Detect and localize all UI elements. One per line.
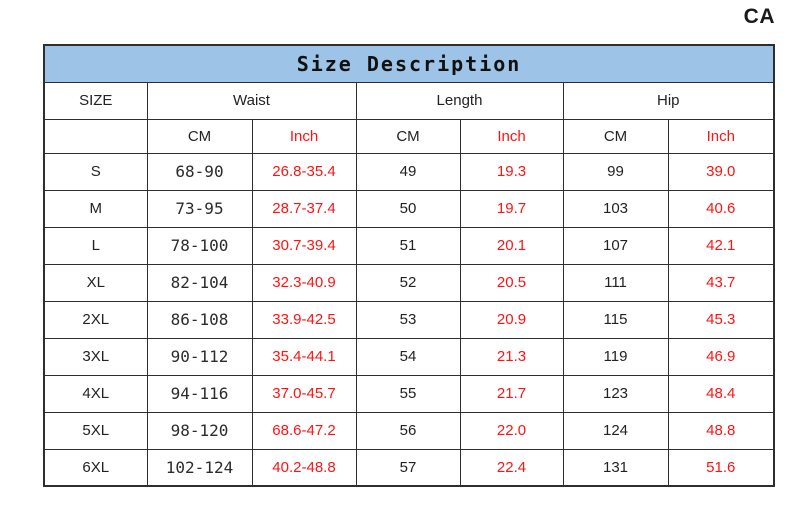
size-cell: L bbox=[43, 226, 148, 265]
length-cm-cell: 57 bbox=[355, 448, 461, 487]
waist-inch-cell: 35.4-44.1 bbox=[251, 337, 357, 376]
unit-header-length-inch: Inch bbox=[459, 118, 564, 154]
size-cell: S bbox=[43, 152, 148, 191]
length-inch-cell: 22.0 bbox=[459, 411, 564, 450]
hip-cm-cell: 111 bbox=[562, 263, 669, 302]
col-header-hip: Hip bbox=[562, 81, 775, 120]
unit-header-waist-inch: Inch bbox=[251, 118, 357, 154]
length-cm-cell: 52 bbox=[355, 263, 461, 302]
length-cm-cell: 49 bbox=[355, 152, 461, 191]
hip-cm-cell: 99 bbox=[562, 152, 669, 191]
table-title-row: Size Description bbox=[43, 44, 775, 83]
size-cell: XL bbox=[43, 263, 148, 302]
unit-header-hip-cm: CM bbox=[562, 118, 669, 154]
hip-cm-cell: 119 bbox=[562, 337, 669, 376]
unit-header-empty bbox=[43, 118, 148, 154]
hip-cm-cell: 131 bbox=[562, 448, 669, 487]
hip-cm-cell: 115 bbox=[562, 300, 669, 339]
hip-cm-cell: 103 bbox=[562, 189, 669, 228]
waist-inch-cell: 33.9-42.5 bbox=[251, 300, 357, 339]
table-row: XL 82-104 32.3-40.9 52 20.5 111 43.7 bbox=[43, 263, 775, 302]
length-cm-cell: 53 bbox=[355, 300, 461, 339]
length-inch-cell: 19.7 bbox=[459, 189, 564, 228]
waist-cm-cell: 78-100 bbox=[146, 226, 253, 265]
length-cm-cell: 50 bbox=[355, 189, 461, 228]
waist-inch-cell: 30.7-39.4 bbox=[251, 226, 357, 265]
size-cell: 6XL bbox=[43, 448, 148, 487]
waist-inch-cell: 37.0-45.7 bbox=[251, 374, 357, 413]
waist-inch-cell: 32.3-40.9 bbox=[251, 263, 357, 302]
length-cm-cell: 54 bbox=[355, 337, 461, 376]
length-inch-cell: 22.4 bbox=[459, 448, 564, 487]
hip-inch-cell: 48.8 bbox=[667, 411, 775, 450]
waist-cm-cell: 73-95 bbox=[146, 189, 253, 228]
hip-inch-cell: 43.7 bbox=[667, 263, 775, 302]
table-row: L 78-100 30.7-39.4 51 20.1 107 42.1 bbox=[43, 226, 775, 265]
unit-header-waist-cm: CM bbox=[146, 118, 253, 154]
region-label: CA bbox=[743, 5, 775, 28]
col-header-length: Length bbox=[355, 81, 564, 120]
table-row: 6XL 102-124 40.2-48.8 57 22.4 131 51.6 bbox=[43, 448, 775, 487]
unit-header-hip-inch: Inch bbox=[667, 118, 775, 154]
waist-cm-cell: 90-112 bbox=[146, 337, 253, 376]
size-cell: 2XL bbox=[43, 300, 148, 339]
waist-inch-cell: 68.6-47.2 bbox=[251, 411, 357, 450]
col-header-waist: Waist bbox=[146, 81, 357, 120]
hip-cm-cell: 123 bbox=[562, 374, 669, 413]
hip-cm-cell: 107 bbox=[562, 226, 669, 265]
hip-inch-cell: 45.3 bbox=[667, 300, 775, 339]
table-row: 3XL 90-112 35.4-44.1 54 21.3 119 46.9 bbox=[43, 337, 775, 376]
hip-inch-cell: 42.1 bbox=[667, 226, 775, 265]
hip-cm-cell: 124 bbox=[562, 411, 669, 450]
size-cell: 3XL bbox=[43, 337, 148, 376]
size-description-table: Size Description SIZE Waist Length Hip C… bbox=[43, 44, 776, 487]
length-inch-cell: 19.3 bbox=[459, 152, 564, 191]
hip-inch-cell: 46.9 bbox=[667, 337, 775, 376]
length-cm-cell: 51 bbox=[355, 226, 461, 265]
hip-inch-cell: 48.4 bbox=[667, 374, 775, 413]
size-cell: 4XL bbox=[43, 374, 148, 413]
table-row: 2XL 86-108 33.9-42.5 53 20.9 115 45.3 bbox=[43, 300, 775, 339]
waist-inch-cell: 40.2-48.8 bbox=[251, 448, 357, 487]
length-inch-cell: 20.9 bbox=[459, 300, 564, 339]
hip-inch-cell: 39.0 bbox=[667, 152, 775, 191]
length-cm-cell: 56 bbox=[355, 411, 461, 450]
waist-cm-cell: 98-120 bbox=[146, 411, 253, 450]
waist-inch-cell: 28.7-37.4 bbox=[251, 189, 357, 228]
waist-cm-cell: 102-124 bbox=[146, 448, 253, 487]
table-row: S 68-90 26.8-35.4 49 19.3 99 39.0 bbox=[43, 152, 775, 191]
table-row: 5XL 98-120 68.6-47.2 56 22.0 124 48.8 bbox=[43, 411, 775, 450]
table-title: Size Description bbox=[43, 44, 775, 83]
waist-cm-cell: 94-116 bbox=[146, 374, 253, 413]
unit-header-row: CM Inch CM Inch CM Inch bbox=[43, 118, 775, 154]
hip-inch-cell: 51.6 bbox=[667, 448, 775, 487]
waist-inch-cell: 26.8-35.4 bbox=[251, 152, 357, 191]
waist-cm-cell: 86-108 bbox=[146, 300, 253, 339]
table-row: 4XL 94-116 37.0-45.7 55 21.7 123 48.4 bbox=[43, 374, 775, 413]
size-cell: 5XL bbox=[43, 411, 148, 450]
column-group-header-row: SIZE Waist Length Hip bbox=[43, 81, 775, 120]
waist-cm-cell: 82-104 bbox=[146, 263, 253, 302]
hip-inch-cell: 40.6 bbox=[667, 189, 775, 228]
length-inch-cell: 20.1 bbox=[459, 226, 564, 265]
length-inch-cell: 20.5 bbox=[459, 263, 564, 302]
size-cell: M bbox=[43, 189, 148, 228]
table-row: M 73-95 28.7-37.4 50 19.7 103 40.6 bbox=[43, 189, 775, 228]
waist-cm-cell: 68-90 bbox=[146, 152, 253, 191]
length-inch-cell: 21.7 bbox=[459, 374, 564, 413]
unit-header-length-cm: CM bbox=[355, 118, 461, 154]
col-header-size: SIZE bbox=[43, 81, 148, 120]
length-cm-cell: 55 bbox=[355, 374, 461, 413]
length-inch-cell: 21.3 bbox=[459, 337, 564, 376]
